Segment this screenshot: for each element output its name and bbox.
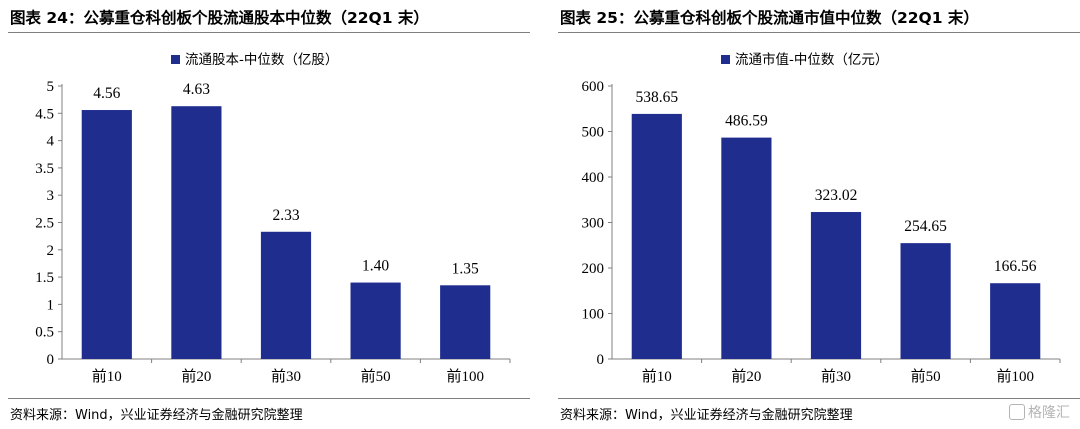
y-tick-label: 100 [582,307,605,323]
x-tick-label: 前10 [92,368,122,385]
watermark-text: 格隆汇 [1028,405,1070,421]
bar [350,282,401,359]
y-tick-label: 2.5 [35,216,54,232]
y-tick-label: 5 [47,79,55,95]
x-tick-label: 前30 [271,368,301,385]
data-label: 4.56 [93,85,120,102]
y-tick-label: 4 [47,134,55,150]
y-tick-label: 200 [582,261,605,277]
y-tick-label: 0 [47,352,55,368]
chart-title: 图表 24：公募重仓科创板个股流通股本中位数（22Q1 末） [10,9,429,27]
source-note: 资料来源：Wind，兴业证券经济与金融研究院整理 [560,408,853,423]
x-tick-label: 前20 [181,368,211,385]
data-label: 1.35 [452,260,479,277]
chart-panel-left: 图表 24：公募重仓科创板个股流通股本中位数（22Q1 末） 流通股本-中位数（… [0,0,530,429]
bar-chart: 流通市值-中位数（亿元） 0 100 200 300 400 500 600 538.65 前10… [582,51,1061,385]
y-tick-label: 0.5 [35,325,54,341]
legend-label: 流通市值-中位数（亿元） [735,51,888,68]
bar [990,283,1041,359]
source-divider [558,398,1080,399]
y-tick-label: 1.5 [35,270,54,286]
legend: 流通股本-中位数（亿股） [171,52,338,68]
legend-label: 流通股本-中位数（亿股） [185,52,338,68]
x-tick-label: 前100 [996,368,1034,385]
watermark: 格隆汇 [1009,402,1070,422]
bar [440,285,491,359]
chart-title: 图表 25：公募重仓科创板个股流通市值中位数（22Q1 末） [560,9,979,27]
y-tick-label: 1 [47,297,55,313]
bar [900,243,951,359]
title-divider [558,32,1080,33]
y-tick-label: 500 [582,125,605,141]
y-tick-label: 0 [597,352,605,368]
x-tick-label: 前10 [642,368,672,385]
x-tick-label: 前30 [821,368,851,385]
source-note: 资料来源：Wind，兴业证券经济与金融研究院整理 [10,408,303,423]
y-tick-label: 3 [47,188,55,204]
y-tick-label: 2 [47,243,55,259]
glh-logo-icon [1009,404,1025,420]
data-label: 486.59 [725,113,768,130]
title-divider [8,32,530,33]
bar [81,110,132,359]
y-tick-label: 3.5 [35,161,54,177]
data-label: 254.65 [904,218,947,235]
bar-chart: 流通股本-中位数（亿股） 0 0.5 1 1.5 2 2.5 3 3.5 4 4.5 5 4.56 前10… [35,52,511,385]
x-tick-label: 前50 [361,368,391,385]
bar [171,106,222,360]
chart-panel-right: 图表 25：公募重仓科创板个股流通市值中位数（22Q1 末） 流通市值-中位数（… [550,0,1080,429]
x-tick-label: 前100 [446,368,484,385]
bar [631,113,682,360]
data-label: 2.33 [272,207,299,224]
y-tick-label: 600 [582,79,605,95]
legend: 流通市值-中位数（亿元） [721,51,888,68]
source-divider [8,398,530,399]
data-label: 538.65 [635,89,678,106]
y-tick-label: 4.5 [35,106,54,122]
legend-swatch [721,55,730,64]
bar [260,231,312,359]
legend-swatch [171,55,180,64]
data-label: 1.40 [362,258,389,275]
x-tick-label: 前50 [911,368,941,385]
bar [810,212,862,359]
x-tick-label: 前20 [731,368,761,385]
y-tick-label: 300 [582,216,605,232]
bar [721,137,772,359]
y-tick-label: 400 [582,170,605,186]
data-label: 323.02 [815,187,858,204]
data-label: 166.56 [994,258,1037,275]
data-label: 4.63 [183,81,210,98]
